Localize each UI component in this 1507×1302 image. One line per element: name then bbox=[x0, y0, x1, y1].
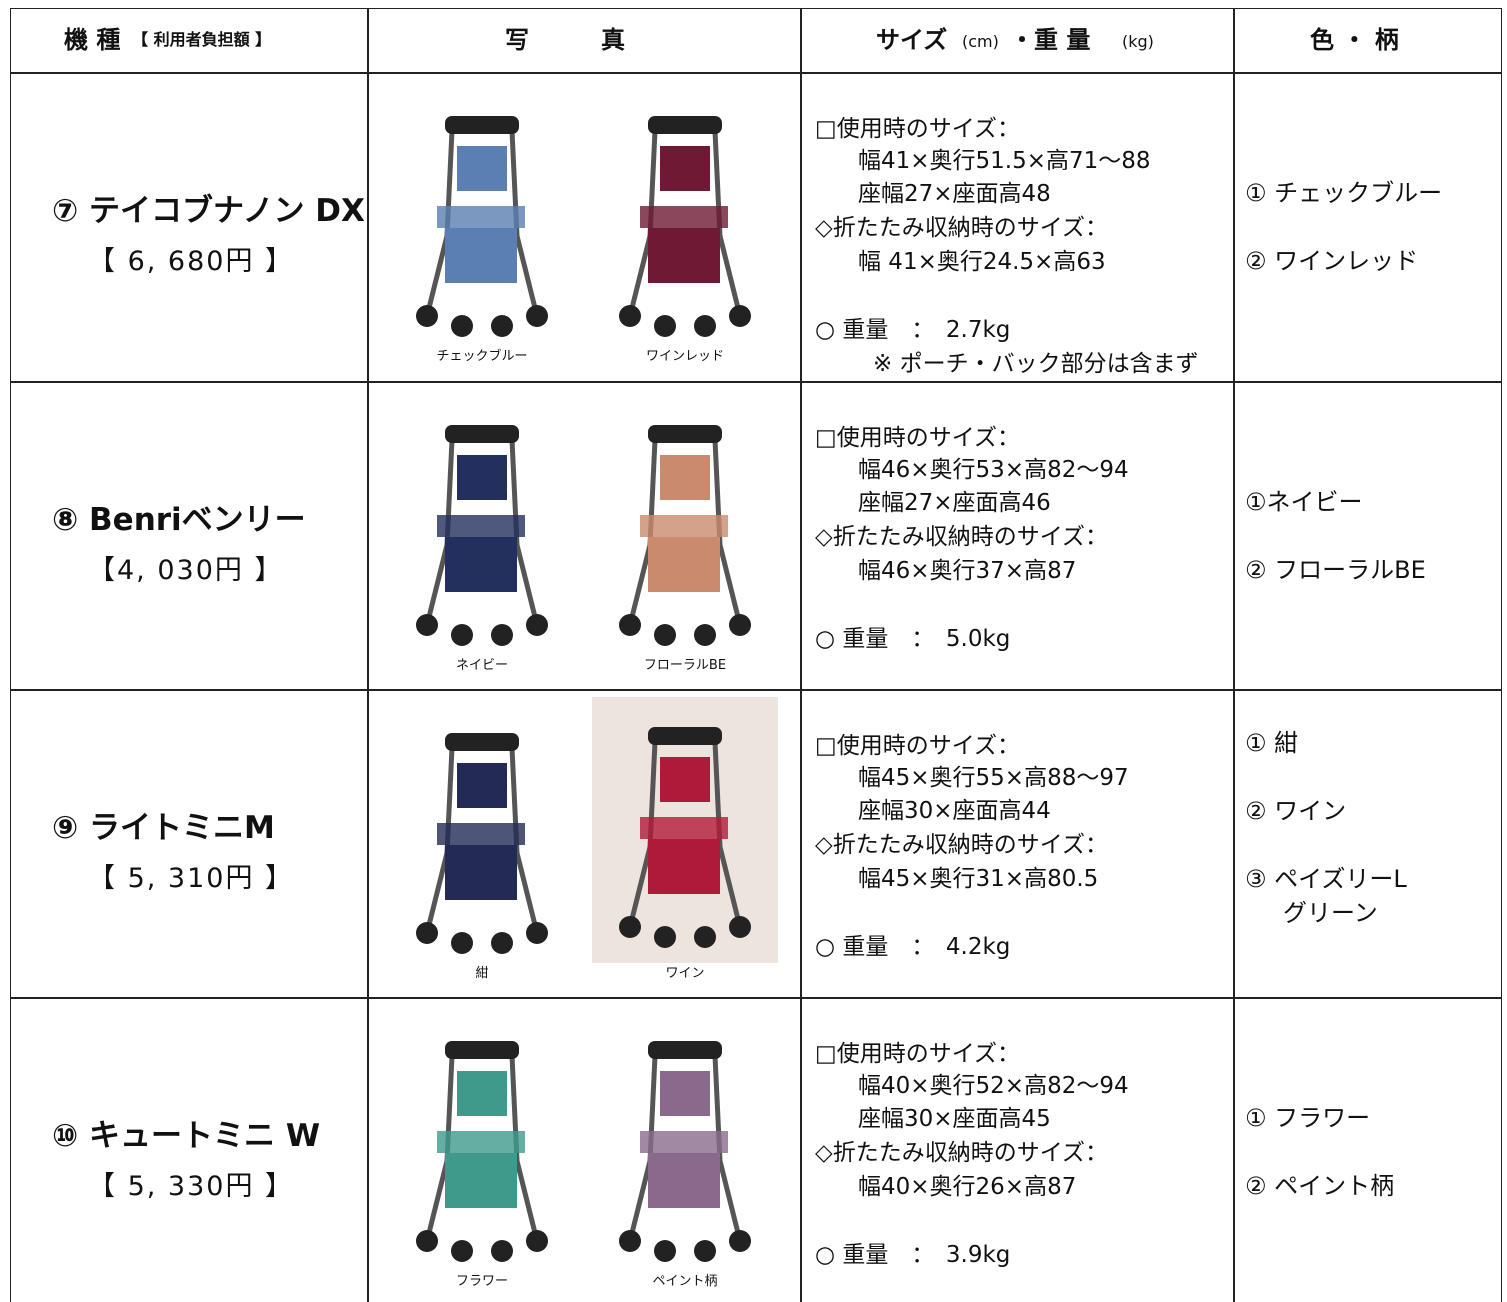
table-cell bbox=[800, 381, 1235, 691]
spec-use-label: □使用時のサイズ： bbox=[815, 116, 1021, 142]
product-photo bbox=[619, 116, 751, 337]
color-option: ① 紺 bbox=[1245, 729, 1299, 757]
product-price: 【 6, 680円 】 bbox=[88, 246, 295, 277]
spec-seat: 座幅30×座面高44 bbox=[858, 798, 1051, 824]
product-photo bbox=[619, 425, 751, 646]
product-name: ⑩ キュートミニ W bbox=[52, 1118, 321, 1154]
table-cell bbox=[10, 689, 369, 999]
product-photo bbox=[592, 697, 778, 963]
spec-use-size: 幅46×奥行53×高82～94 bbox=[858, 457, 1129, 483]
spec-fold-label: ◇折たたみ収納時のサイズ： bbox=[815, 832, 1108, 858]
photo-caption: ワインレッド bbox=[645, 349, 725, 364]
table-cell bbox=[800, 72, 1235, 383]
product-photo bbox=[416, 1041, 548, 1262]
header-size: サイズ bbox=[876, 26, 948, 54]
header-weight-unit: (kg) bbox=[1122, 32, 1154, 51]
color-option: ② ワインレッド bbox=[1245, 247, 1419, 275]
spec-fold-size: 幅45×奥行31×高80.5 bbox=[858, 866, 1099, 892]
photo-caption: ワイン bbox=[665, 966, 705, 981]
product-name: ⑦ テイコブナノン DX bbox=[52, 193, 365, 229]
color-option: ② ペイント柄 bbox=[1245, 1172, 1395, 1200]
product-price: 【4, 030円 】 bbox=[88, 555, 284, 586]
spec-use-size: 幅45×奥行55×高88～97 bbox=[858, 765, 1129, 791]
color-option: ①ネイビー bbox=[1245, 488, 1363, 516]
table-cell bbox=[1233, 689, 1502, 999]
header-cell bbox=[10, 8, 369, 74]
spec-fold-label: ◇折たたみ収納時のサイズ： bbox=[815, 215, 1108, 241]
table-cell bbox=[367, 381, 802, 691]
photo-caption: フローラルBE bbox=[643, 658, 727, 673]
photo-caption: チェックブルー bbox=[436, 349, 528, 364]
spec-note: ※ ポーチ・バック部分は含まず bbox=[873, 351, 1199, 377]
product-photo bbox=[416, 425, 548, 646]
photo-caption: フラワー bbox=[455, 1274, 509, 1289]
product-price: 【 5, 330円 】 bbox=[88, 1171, 295, 1202]
spec-weight: ○ 重量 ： 4.2kg bbox=[815, 934, 1011, 960]
color-option: ③ ペイズリーL bbox=[1245, 865, 1407, 893]
table-cell bbox=[367, 72, 802, 383]
spec-weight: ○ 重量 ： 2.7kg bbox=[815, 317, 1011, 343]
header-cell bbox=[800, 8, 1235, 74]
spec-seat: 座幅27×座面高46 bbox=[858, 490, 1051, 516]
header-cell bbox=[367, 8, 802, 74]
spec-use-label: □使用時のサイズ： bbox=[815, 1041, 1021, 1067]
table-cell bbox=[1233, 997, 1502, 1302]
header-model-note: 【 利用者負担額 】 bbox=[132, 30, 272, 49]
spec-use-label: □使用時のサイズ： bbox=[815, 425, 1021, 451]
header-cell bbox=[1233, 8, 1502, 74]
table-cell bbox=[367, 997, 802, 1302]
spec-weight: ○ 重量 ： 5.0kg bbox=[815, 626, 1011, 652]
header-color: 色 ・ 柄 bbox=[1310, 26, 1399, 54]
spec-use-size: 幅41×奥行51.5×高71～88 bbox=[858, 148, 1151, 174]
spec-fold-label: ◇折たたみ収納時のサイズ： bbox=[815, 1140, 1108, 1166]
color-option: ① チェックブルー bbox=[1245, 179, 1443, 207]
spec-fold-label: ◇折たたみ収納時のサイズ： bbox=[815, 524, 1108, 550]
product-photo bbox=[619, 1041, 751, 1262]
photo-caption: ペイント柄 bbox=[652, 1274, 718, 1289]
header-size-unit: (cm) bbox=[962, 32, 999, 51]
color-option: ② フローラルBE bbox=[1245, 556, 1426, 584]
color-option: ② ワイン bbox=[1245, 797, 1347, 825]
photo-caption: ネイビー bbox=[455, 658, 509, 673]
table-cell bbox=[1233, 72, 1502, 383]
table-cell bbox=[10, 997, 369, 1302]
color-option: ① フラワー bbox=[1245, 1104, 1371, 1132]
spec-use-size: 幅40×奥行52×高82～94 bbox=[858, 1073, 1129, 1099]
spec-weight: ○ 重量 ： 3.9kg bbox=[815, 1242, 1011, 1268]
product-name: ⑧ Benriベンリー bbox=[52, 502, 306, 538]
header-model: 機 種 bbox=[64, 26, 121, 54]
color-option: グリーン bbox=[1283, 899, 1378, 927]
product-name: ⑨ ライトミニM bbox=[52, 810, 275, 846]
product-photo bbox=[416, 733, 548, 954]
table-cell bbox=[800, 689, 1235, 999]
spec-use-label: □使用時のサイズ： bbox=[815, 733, 1021, 759]
spec-fold-size: 幅 41×奥行24.5×高63 bbox=[858, 249, 1106, 275]
product-price: 【 5, 310円 】 bbox=[88, 863, 295, 894]
spec-fold-size: 幅46×奥行37×高87 bbox=[858, 558, 1077, 584]
product-photo bbox=[416, 116, 548, 337]
table-cell bbox=[1233, 381, 1502, 691]
spec-seat: 座幅30×座面高45 bbox=[858, 1106, 1051, 1132]
header-photo: 写 真 bbox=[505, 26, 625, 54]
table-cell bbox=[800, 997, 1235, 1302]
photo-caption: 紺 bbox=[475, 966, 489, 981]
table-cell bbox=[10, 72, 369, 383]
spec-seat: 座幅27×座面高48 bbox=[858, 181, 1051, 207]
table-cell bbox=[10, 381, 369, 691]
header-weight: ・重 量 bbox=[1010, 26, 1091, 54]
spec-fold-size: 幅40×奥行26×高87 bbox=[858, 1174, 1077, 1200]
table-cell bbox=[367, 689, 802, 999]
